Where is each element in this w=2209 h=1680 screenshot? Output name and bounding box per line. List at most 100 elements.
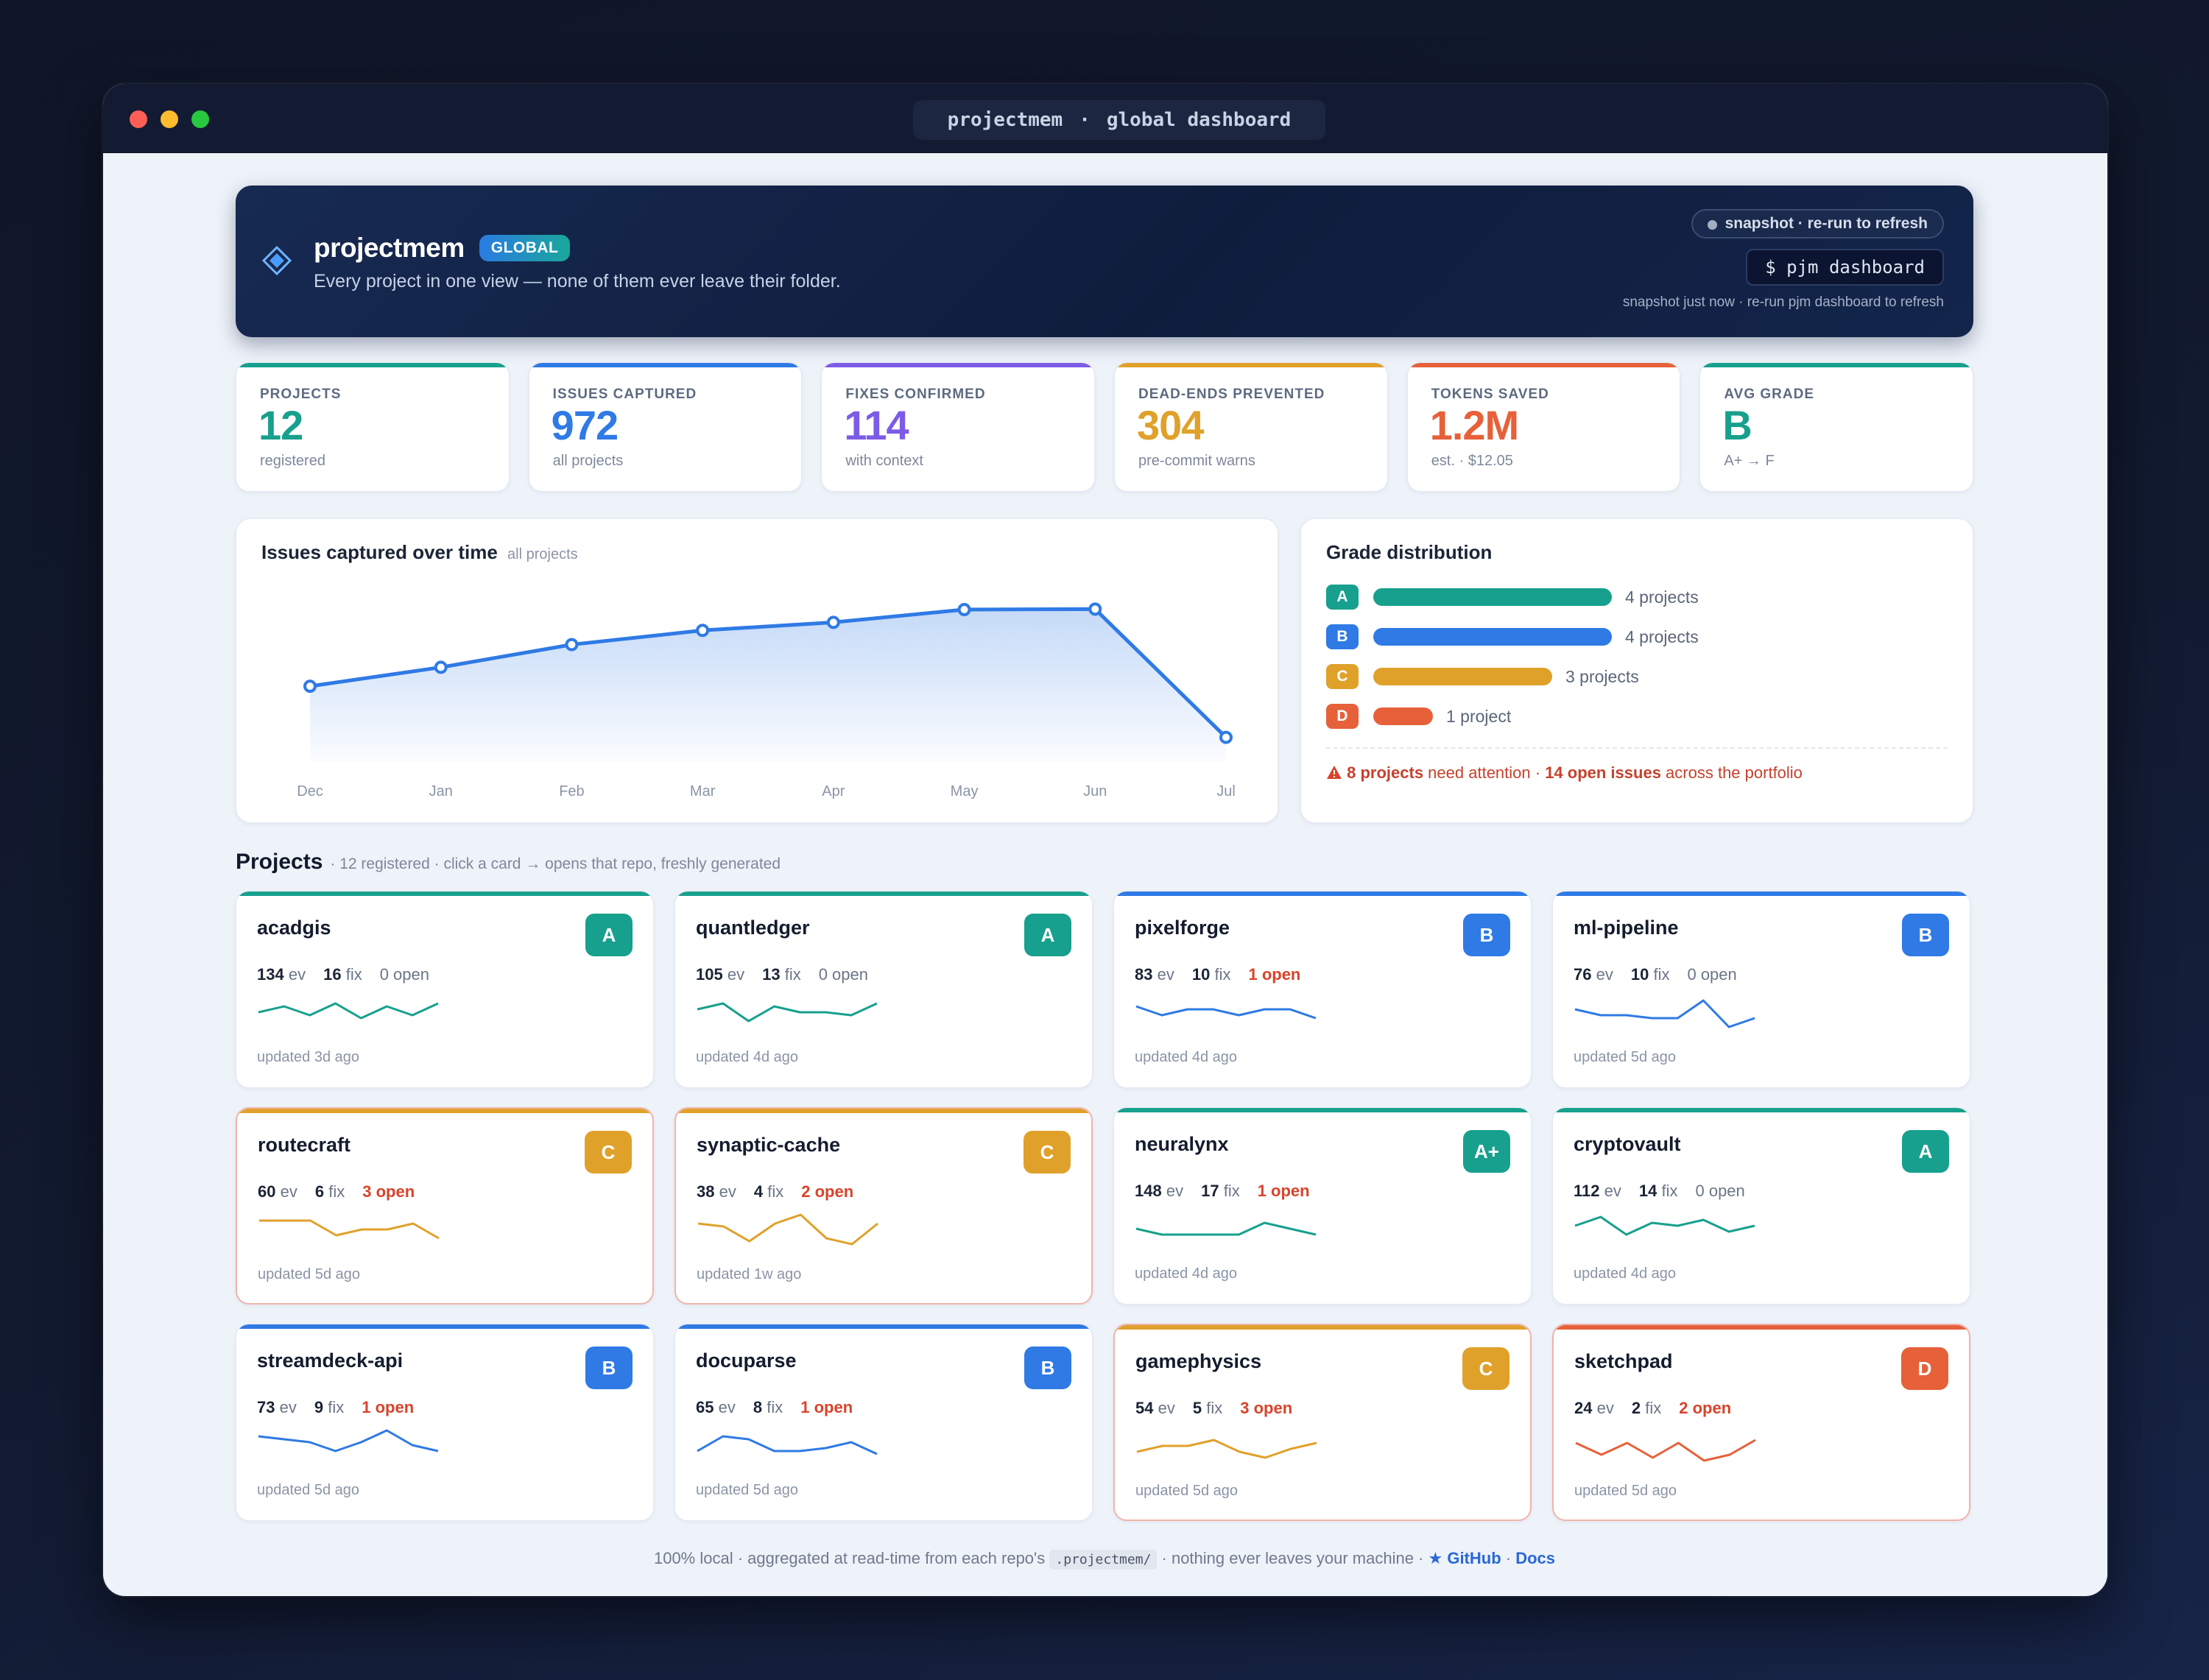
project-accent-bar [237, 1109, 652, 1113]
updated-timestamp: updated 5d ago [258, 1266, 361, 1282]
updated-timestamp: updated 4d ago [1574, 1266, 1677, 1282]
issues-point [1088, 602, 1102, 616]
fix-unit: fix [328, 1182, 345, 1201]
event-unit: ev [718, 1398, 736, 1416]
project-grade-badge: B [1463, 914, 1510, 956]
sparkline-path [697, 1435, 878, 1455]
fix-count: 9 fix [314, 1398, 344, 1417]
project-grade-badge: C [585, 1131, 632, 1173]
close-window-button[interactable] [130, 110, 147, 128]
window-title-separator: · [1079, 109, 1091, 131]
fix-count-value: 14 [1638, 1182, 1657, 1200]
fix-unit: fix [328, 1398, 345, 1416]
project-card[interactable]: pixelforge B 83 ev 10 fix 1 open updated 4d a… [1113, 891, 1532, 1088]
sparkline-path [1135, 1221, 1317, 1236]
fix-count: 6 fix [315, 1182, 345, 1201]
project-card[interactable]: cryptovault A 112 ev 14 fix 0 open updated 4d… [1552, 1107, 1970, 1305]
project-sparkline [258, 1429, 439, 1453]
project-accent-bar [676, 1109, 1091, 1113]
stat-card: DEAD-ENDS PREVENTED 304 pre-commit warns [1114, 362, 1388, 492]
project-grade-badge: A [585, 914, 633, 956]
event-count: 83 ev [1135, 965, 1174, 984]
docs-link[interactable]: Docs [1515, 1549, 1556, 1567]
stat-value: 12 [258, 402, 303, 448]
grade-count: 4 projects [1625, 587, 1699, 607]
event-unit: ev [280, 1182, 297, 1201]
fix-unit: fix [767, 1182, 784, 1201]
open-count: 0 open [379, 965, 429, 984]
stat-cards: PROJECTS 12 registered ISSUES CAPTURED 972 al… [236, 362, 1974, 492]
issues-point [1219, 730, 1233, 744]
stat-card: PROJECTS 12 registered [236, 362, 510, 492]
issues-area [310, 609, 1226, 762]
project-card[interactable]: neuralynx A+ 148 ev 17 fix 1 open updated 4d … [1113, 1107, 1532, 1305]
maximize-window-button[interactable] [191, 110, 209, 128]
event-count-value: 65 [696, 1398, 714, 1416]
project-name: neuralynx [1135, 1133, 1229, 1155]
grade-count: 4 projects [1625, 627, 1699, 646]
event-unit: ev [1596, 1399, 1614, 1417]
project-metrics: 148 ev 17 fix 1 open [1135, 1182, 1310, 1201]
project-card[interactable]: sketchpad D 24 ev 2 fix 2 open updated 5d ago [1552, 1324, 1970, 1521]
project-card[interactable]: gamephysics C 54 ev 5 fix 3 open updated 5d a… [1113, 1324, 1532, 1521]
tagline: Every project in one view — none of them… [314, 271, 841, 292]
project-metrics: 76 ev 10 fix 0 open [1574, 965, 1737, 984]
grade-row: D 1 project [1326, 703, 1511, 730]
fix-count: 14 fix [1639, 1182, 1678, 1201]
grade-bar [1373, 588, 1612, 606]
grade-badge: D [1326, 704, 1359, 729]
updated-timestamp: updated 4d ago [696, 1049, 799, 1065]
project-card[interactable]: ml-pipeline B 76 ev 10 fix 0 open updated 5d … [1552, 891, 1970, 1088]
project-metrics: 83 ev 10 fix 1 open [1135, 965, 1300, 984]
github-link[interactable]: GitHub [1447, 1549, 1501, 1567]
stat-subtext: A+ → F [1724, 453, 1775, 469]
project-card[interactable]: streamdeck-api B 73 ev 9 fix 1 open updated 5… [236, 1324, 654, 1521]
project-card[interactable]: docuparse B 65 ev 8 fix 1 open updated 5d ago [674, 1324, 1093, 1521]
minimize-window-button[interactable] [161, 110, 178, 128]
project-name: ml-pipeline [1574, 917, 1679, 939]
updated-timestamp: updated 5d ago [696, 1482, 799, 1498]
sparkline-path [259, 1219, 440, 1240]
fix-count-value: 10 [1191, 965, 1211, 984]
open-count: 3 open [362, 1182, 415, 1201]
project-card[interactable]: routecraft C 60 ev 6 fix 3 open updated 5d ag… [236, 1107, 654, 1305]
footer-folder-code: .projectmem/ [1049, 1550, 1158, 1570]
event-count: 105 ev [696, 965, 744, 984]
fix-count: 13 fix [762, 965, 801, 984]
open-count: 0 open [1695, 1182, 1745, 1200]
grade-bar [1373, 668, 1552, 685]
fix-unit: fix [784, 965, 801, 984]
project-card[interactable]: quantledger A 105 ev 13 fix 0 open updated 4d… [674, 891, 1093, 1088]
attention-end-text: across the portfolio [1660, 763, 1803, 782]
issues-line [309, 607, 1227, 739]
fix-unit: fix [1661, 1182, 1678, 1200]
issues-point [957, 603, 971, 616]
project-name: streamdeck-api [257, 1349, 404, 1372]
x-tick-label: Mar [690, 783, 716, 800]
project-card[interactable]: acadgis A 134 ev 16 fix 0 open updated 3d ago [236, 891, 654, 1088]
project-grade-badge: B [1024, 1347, 1071, 1389]
event-count-value: 112 [1574, 1182, 1600, 1200]
project-metrics: 38 ev 4 fix 2 open [697, 1182, 853, 1201]
stat-subtext: est. · $12.05 [1431, 453, 1513, 469]
attention-mid-text: need attention · [1423, 763, 1546, 782]
stat-label: ISSUES CAPTURED [552, 387, 697, 402]
project-metrics: 54 ev 5 fix 3 open [1135, 1399, 1292, 1418]
project-grade-badge: B [1902, 914, 1949, 956]
open-count: 1 open [800, 1398, 853, 1416]
issues-point [696, 624, 710, 638]
project-grade-badge: B [585, 1347, 633, 1389]
project-card[interactable]: synaptic-cache C 38 ev 4 fix 2 open updated 1… [674, 1107, 1093, 1305]
fix-count-value: 10 [1630, 965, 1649, 984]
open-count: 0 open [818, 965, 868, 984]
fix-count-value: 9 [314, 1398, 324, 1416]
command-snippet[interactable]: $ pjm dashboard [1746, 249, 1944, 286]
issues-chart: Dec Jan Feb Mar Apr May Jun Jul [297, 602, 1236, 800]
footer-separator: · [1501, 1549, 1516, 1567]
fix-count-value: 16 [323, 965, 342, 984]
project-metrics: 112 ev 14 fix 0 open [1574, 1182, 1745, 1201]
project-accent-bar [236, 892, 653, 896]
fix-count-value: 8 [753, 1398, 763, 1416]
project-metrics: 73 ev 9 fix 1 open [257, 1398, 414, 1417]
grade-row: C 3 projects [1326, 663, 1639, 690]
